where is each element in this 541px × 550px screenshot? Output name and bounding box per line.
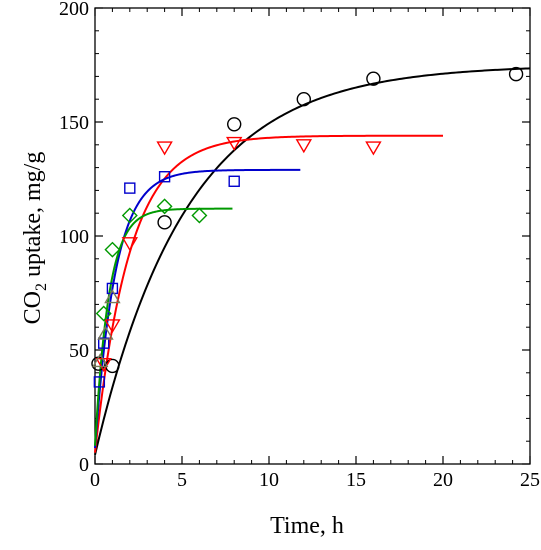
data-point-circle	[157, 215, 172, 230]
data-point-square	[158, 171, 171, 183]
data-point-diamond	[104, 241, 121, 258]
data-point-triangle-down	[104, 319, 121, 334]
plot-frame	[94, 7, 531, 465]
data-point-circle	[105, 358, 120, 374]
data-point-triangle-down	[225, 136, 243, 151]
fit-curve-circle	[94, 67, 531, 456]
data-point-triangle-down	[121, 237, 139, 252]
data-markers	[91, 66, 524, 388]
y-tick-label: 150	[59, 112, 89, 134]
data-point-square	[106, 282, 119, 295]
y-tick-label: 0	[79, 454, 89, 476]
fit-curves	[94, 67, 531, 456]
axes-layer: 0 5 10 15 20 25 0 50 100 150 200	[59, 0, 540, 491]
data-point-diamond	[156, 198, 173, 215]
data-point-square	[93, 376, 106, 388]
data-point-triangle-up	[97, 325, 114, 340]
x-tick-label: 5	[177, 469, 187, 491]
y-tick-label: 50	[69, 340, 89, 362]
x-tick-label: 15	[346, 469, 366, 491]
data-point-diamond	[95, 305, 112, 322]
data-point-diamond	[191, 207, 208, 224]
x-tick-label: 10	[259, 469, 279, 491]
y-tick-label: 200	[59, 0, 89, 20]
x-tick-label: 20	[433, 469, 453, 491]
data-point-circle	[296, 91, 311, 107]
data-point-triangle-up	[104, 289, 121, 304]
data-point-square	[124, 182, 136, 194]
data-point-triangle-down	[95, 357, 112, 373]
fit-curve-triangle-down	[94, 134, 444, 453]
data-point-triangle-down	[156, 141, 173, 156]
data-point-triangle-up	[92, 353, 109, 368]
y-axis-title: CO2 uptake, mg/g	[20, 152, 50, 325]
y-axis-title-subscript: 2	[33, 283, 50, 291]
data-point-diamond	[121, 207, 138, 224]
data-point-circle	[226, 117, 242, 132]
x-tick-label: 0	[90, 469, 100, 491]
data-point-triangle-down	[365, 141, 382, 156]
data-point-square	[97, 337, 110, 349]
data-point-circle	[366, 71, 381, 86]
data-point-triangle-down	[295, 139, 313, 154]
y-axis-title-main: CO	[20, 291, 46, 324]
y-axis-title-rest: uptake, mg/g	[20, 152, 46, 283]
fit-curve-diamond	[94, 207, 233, 446]
x-axis-title: Time, h	[270, 513, 344, 539]
data-point-square	[228, 175, 240, 187]
x-tick-label: 25	[520, 469, 540, 491]
y-tick-label: 100	[59, 226, 89, 248]
data-point-circle	[508, 66, 524, 82]
